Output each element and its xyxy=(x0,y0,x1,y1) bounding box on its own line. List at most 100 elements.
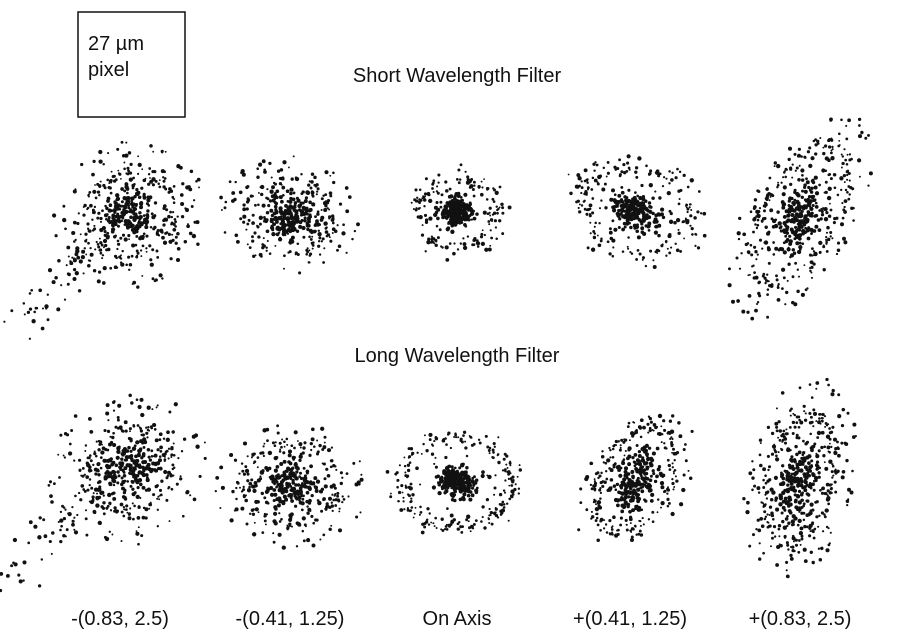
spot-dot xyxy=(601,450,603,452)
spot-dot xyxy=(489,245,491,247)
spot-dot xyxy=(116,456,120,460)
spot-dot xyxy=(359,511,361,513)
spot-dot xyxy=(845,138,848,141)
spot-dot xyxy=(660,485,664,489)
spot-dot xyxy=(118,446,121,449)
spot-dot xyxy=(663,429,666,432)
spot-dot xyxy=(111,216,114,219)
spot-dot xyxy=(159,432,163,436)
spot-dot xyxy=(451,465,454,468)
spot-dot xyxy=(318,240,320,242)
spot-dot xyxy=(279,449,281,451)
spot-dot xyxy=(263,168,266,171)
spot-dot xyxy=(263,216,266,219)
spot-dot xyxy=(320,427,324,431)
spot-dot xyxy=(624,488,628,492)
spot-dot xyxy=(781,464,784,467)
spot-dot xyxy=(809,383,812,386)
spot-dot xyxy=(845,459,848,462)
spot-dot xyxy=(605,478,608,481)
spot-dot xyxy=(837,248,841,252)
spot-dot xyxy=(450,447,452,449)
spot-dot xyxy=(241,169,245,173)
spot-dot xyxy=(121,511,124,514)
spot-dot xyxy=(792,486,795,489)
spot-dot xyxy=(488,223,490,225)
spot-dot xyxy=(3,321,5,323)
spot-dot xyxy=(234,233,238,237)
spot-dot xyxy=(821,420,824,423)
spot-dot xyxy=(279,229,282,232)
spot-dot xyxy=(826,435,830,439)
spot-dot xyxy=(852,219,855,222)
spot-dot xyxy=(487,220,490,223)
spot-dot xyxy=(273,512,277,516)
spot-dot xyxy=(628,478,632,482)
spot-dot xyxy=(756,224,759,227)
spot-dot xyxy=(275,202,279,206)
spot-dot xyxy=(808,412,811,415)
spot-dot xyxy=(330,459,333,462)
spot-dot xyxy=(98,480,102,484)
spot-dot xyxy=(299,487,303,491)
spot-dot xyxy=(113,208,117,212)
spot-dot xyxy=(803,216,807,220)
spot-dot xyxy=(171,488,174,491)
spot-dot xyxy=(68,255,70,257)
spot-dot xyxy=(309,481,313,485)
spot-dot xyxy=(793,472,797,476)
spot-dot xyxy=(676,218,680,222)
spot-dot xyxy=(433,242,435,244)
spot-dot xyxy=(780,448,782,450)
spot-dot xyxy=(138,216,142,220)
spot-dot xyxy=(24,313,26,315)
spot-dot xyxy=(288,241,291,244)
spot-dot xyxy=(129,468,133,472)
spot-dot xyxy=(645,481,648,484)
spot-dot xyxy=(814,528,816,530)
spot-dot xyxy=(759,454,762,457)
spot-dot xyxy=(327,207,329,209)
spot-dot xyxy=(797,415,800,418)
spot-dot xyxy=(634,507,637,510)
spot-dot xyxy=(753,246,756,249)
spot-dot xyxy=(279,450,282,453)
spot-dot xyxy=(39,516,42,519)
spot-dot xyxy=(147,448,151,452)
spot-dot xyxy=(771,453,774,456)
spot-dot xyxy=(619,212,622,215)
spot-dot xyxy=(426,507,429,510)
spot-dot xyxy=(297,497,300,500)
spot-dot xyxy=(758,294,761,297)
spot-dot xyxy=(789,409,792,412)
spot-dot xyxy=(286,485,290,489)
spot-dot xyxy=(698,190,701,193)
spot-dot xyxy=(420,511,422,513)
spot-dot xyxy=(153,170,156,173)
spot-dot xyxy=(696,210,699,213)
spot-dot xyxy=(100,252,103,255)
spot-dot xyxy=(163,470,167,474)
spot-dot xyxy=(754,198,757,201)
spot-dot xyxy=(759,464,763,468)
spot-dot xyxy=(650,499,654,503)
spot-dot xyxy=(649,172,652,175)
spot-dot xyxy=(770,285,772,287)
spot-dot xyxy=(796,483,800,487)
spot-dot xyxy=(104,205,107,208)
spot-dot xyxy=(450,520,454,524)
spot-dot xyxy=(478,187,480,189)
spot-dot xyxy=(97,448,100,451)
spot-dot xyxy=(584,191,588,195)
spot-dot xyxy=(642,426,646,430)
spot-dot xyxy=(135,455,137,457)
spot-dot xyxy=(796,494,800,498)
spot-dot xyxy=(844,199,848,203)
spot-dot xyxy=(148,503,152,507)
spot-dot xyxy=(432,179,435,182)
spot-dot xyxy=(670,247,672,249)
spot-dot xyxy=(810,229,814,233)
spot-dot xyxy=(151,461,155,465)
spot-dot xyxy=(470,525,474,529)
spot-dot xyxy=(194,433,198,437)
